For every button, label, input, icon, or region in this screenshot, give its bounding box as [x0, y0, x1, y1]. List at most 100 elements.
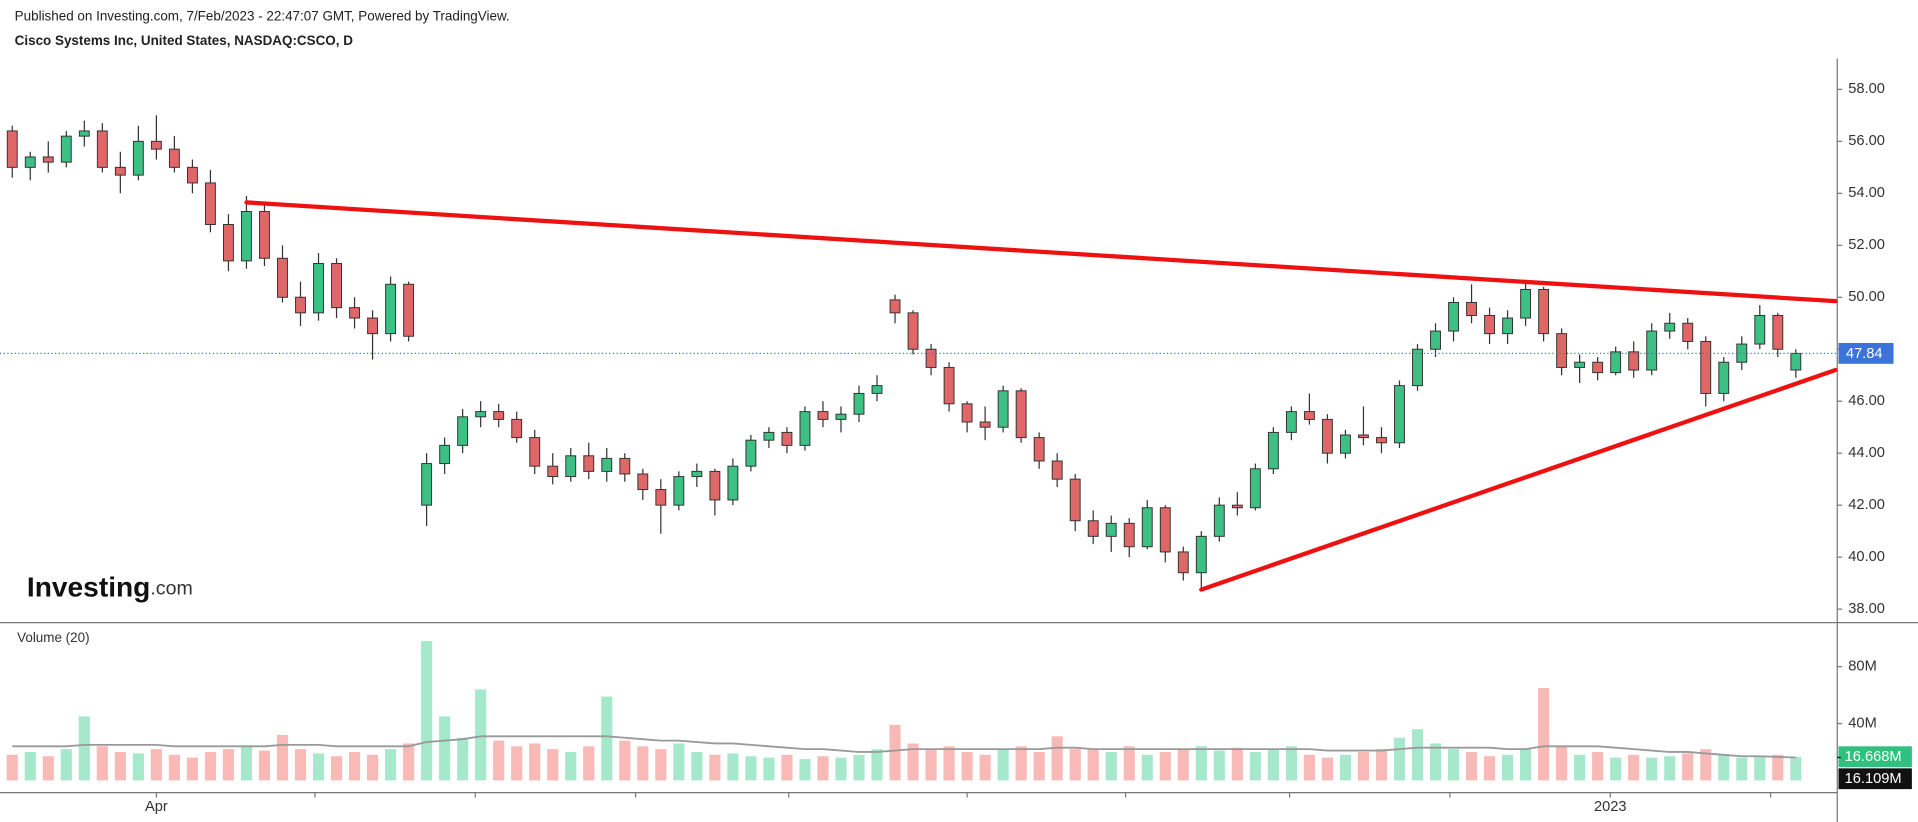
volume-bar — [1213, 750, 1225, 781]
candle-body — [60, 135, 72, 163]
candle-body — [168, 148, 180, 168]
candle-body — [295, 296, 306, 314]
volume-bar — [925, 749, 937, 781]
candle-body — [1682, 322, 1694, 342]
volume-bar — [385, 749, 397, 781]
volume-bar — [1375, 749, 1388, 781]
y-tick-label: 56.00 — [1848, 133, 1885, 149]
candle-body — [889, 299, 901, 314]
volume-bar — [565, 751, 577, 781]
volume-bar — [168, 754, 180, 781]
volume-bar — [1556, 746, 1568, 781]
volume-bar — [1646, 757, 1658, 781]
volume-bar — [745, 756, 757, 781]
candle-body — [511, 418, 523, 439]
volume-bar — [1483, 756, 1496, 781]
candle-body — [403, 283, 415, 337]
volume-bar — [961, 751, 973, 781]
volume-bar — [835, 757, 847, 781]
candle-body — [1592, 361, 1604, 374]
volume-bar — [547, 749, 559, 781]
candle-body — [1087, 520, 1099, 537]
volume-bar — [1393, 737, 1406, 781]
volume-bar — [1285, 746, 1297, 781]
volume-bar — [1411, 729, 1424, 781]
volume-bar — [1015, 746, 1027, 781]
candle-body — [493, 411, 505, 420]
candle-body — [1303, 411, 1315, 420]
candle-body — [1231, 504, 1243, 509]
candle-body — [979, 421, 991, 428]
volume-bar — [1465, 751, 1478, 781]
volume-bar — [1664, 756, 1676, 781]
candle-body — [241, 211, 252, 262]
y-tick-label: 50.00 — [1848, 289, 1885, 305]
candle-body — [313, 262, 324, 314]
candle-body — [655, 489, 667, 506]
candle-body — [1213, 504, 1225, 537]
volume-ma-line — [12, 735, 1796, 759]
logo: Investing.com — [27, 572, 193, 603]
volume-bar — [781, 754, 793, 781]
y-tick-label: 52.00 — [1848, 237, 1885, 253]
candle-body — [150, 140, 162, 150]
volume-bar — [1754, 756, 1766, 781]
candle-body — [1610, 351, 1622, 374]
candle-body — [547, 465, 559, 478]
y-tick-label: 58.00 — [1848, 81, 1885, 97]
volume-bar — [1790, 756, 1802, 781]
logo-main: Investing — [27, 572, 150, 603]
volume-bar — [367, 754, 379, 781]
volume-bar — [871, 749, 883, 781]
volume-bar — [222, 749, 235, 781]
candle-body — [1123, 522, 1135, 548]
candle-body — [853, 392, 865, 415]
candle-body — [439, 444, 451, 465]
volume-bar — [529, 743, 541, 781]
volume-bar — [24, 751, 36, 781]
candle-body — [1358, 434, 1369, 439]
candle-body — [1628, 351, 1640, 371]
candle-body — [565, 455, 577, 478]
volume-tick-label: 80M — [1848, 659, 1877, 675]
volume-bar — [1339, 754, 1351, 781]
candle-body — [691, 470, 703, 478]
candle-body — [835, 413, 847, 420]
volume-bar — [60, 749, 72, 781]
candle-body — [349, 307, 360, 319]
candle-body — [1718, 361, 1730, 394]
candle-body — [763, 431, 775, 441]
volume-bar — [511, 746, 523, 781]
volume-bar — [1195, 746, 1207, 781]
volume-bar — [997, 749, 1009, 781]
volume-bar — [1303, 754, 1315, 781]
volume-bar — [619, 740, 631, 781]
candle-body — [24, 156, 36, 168]
volume-bar — [421, 641, 433, 781]
candle-body — [367, 317, 379, 335]
candle-body — [1033, 437, 1045, 462]
volume-bar — [1105, 751, 1117, 781]
volume-bar — [439, 716, 451, 781]
volume-bar — [1610, 757, 1622, 781]
candle-body — [673, 476, 685, 506]
candle-body — [1249, 468, 1261, 509]
candle-body — [727, 465, 739, 501]
candle-body — [961, 403, 973, 423]
candle-body — [421, 463, 433, 506]
candle-body — [186, 166, 198, 184]
x-tick-label: 2023 — [1594, 799, 1627, 815]
candle-body — [42, 156, 54, 163]
candle-body — [1700, 340, 1712, 394]
volume-bar — [763, 757, 775, 781]
volume-bar — [943, 746, 955, 781]
volume-bar — [276, 734, 289, 781]
candle-body — [1736, 343, 1748, 363]
y-tick-label: 46.00 — [1848, 393, 1885, 409]
volume-bar — [1087, 749, 1099, 781]
volume-bar — [1357, 751, 1370, 781]
volume-bar — [1520, 749, 1532, 781]
candle-body — [457, 416, 469, 446]
volume-bar — [1502, 754, 1514, 781]
